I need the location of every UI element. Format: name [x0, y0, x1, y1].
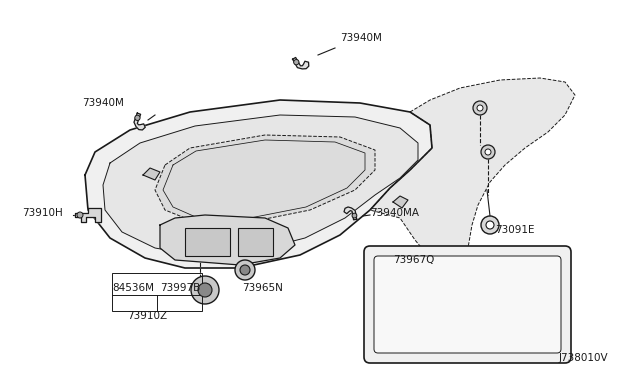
Circle shape: [198, 283, 212, 297]
Text: 73940MA: 73940MA: [370, 208, 419, 218]
Polygon shape: [155, 135, 375, 222]
Circle shape: [135, 115, 140, 121]
Polygon shape: [393, 196, 408, 208]
Polygon shape: [160, 215, 295, 265]
Bar: [185, 228, 230, 256]
Bar: [238, 228, 273, 256]
Circle shape: [235, 260, 255, 280]
Circle shape: [486, 221, 494, 229]
FancyBboxPatch shape: [364, 246, 571, 363]
Circle shape: [477, 105, 483, 111]
Polygon shape: [103, 115, 418, 255]
Text: 84536M: 84536M: [112, 283, 154, 293]
Text: 73940M: 73940M: [340, 33, 382, 43]
Circle shape: [294, 60, 299, 65]
Polygon shape: [292, 57, 308, 69]
Polygon shape: [134, 113, 145, 130]
Text: 73997B: 73997B: [160, 283, 200, 293]
FancyBboxPatch shape: [374, 256, 561, 353]
Circle shape: [191, 276, 219, 304]
Circle shape: [77, 212, 83, 218]
Circle shape: [481, 145, 495, 159]
Polygon shape: [76, 208, 100, 222]
Polygon shape: [143, 168, 160, 180]
Text: J738010V: J738010V: [558, 353, 608, 363]
Circle shape: [481, 216, 499, 234]
Polygon shape: [370, 78, 575, 265]
Text: 73967Q: 73967Q: [393, 255, 435, 265]
Polygon shape: [344, 207, 356, 220]
Text: 73940M: 73940M: [82, 98, 124, 108]
Circle shape: [473, 101, 487, 115]
Bar: [112, 273, 202, 311]
Text: 73910H: 73910H: [22, 208, 63, 218]
Circle shape: [240, 265, 250, 275]
Polygon shape: [85, 100, 432, 268]
Text: 73910Z: 73910Z: [127, 311, 167, 321]
Circle shape: [485, 149, 491, 155]
Text: 73091E: 73091E: [495, 225, 534, 235]
Text: 73965N: 73965N: [242, 283, 283, 293]
Circle shape: [352, 213, 357, 218]
